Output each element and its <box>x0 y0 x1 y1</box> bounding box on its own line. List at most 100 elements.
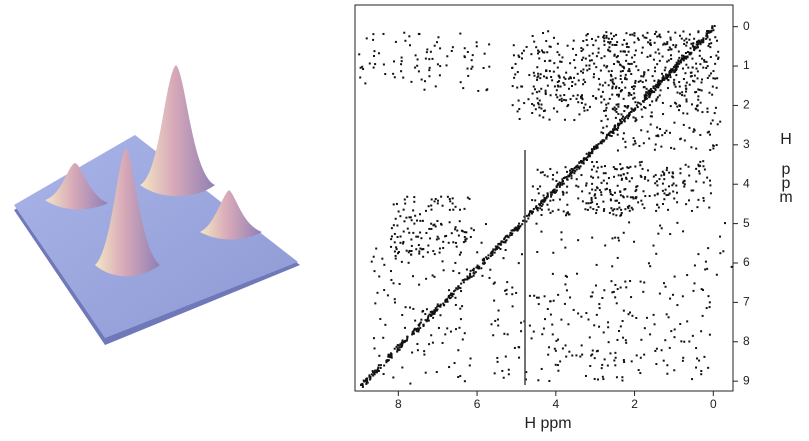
dot <box>551 178 554 181</box>
dot <box>410 249 413 252</box>
dot <box>445 234 448 237</box>
dot <box>667 193 670 196</box>
dot <box>446 300 449 303</box>
dot <box>709 184 712 187</box>
dot <box>420 78 423 81</box>
dot <box>684 84 687 87</box>
dot <box>565 355 568 358</box>
dot <box>535 296 538 299</box>
dot <box>425 277 428 280</box>
dot <box>497 242 500 245</box>
dot <box>556 96 559 99</box>
dot <box>676 304 679 307</box>
dot <box>575 184 578 187</box>
dot <box>617 239 620 242</box>
dot <box>612 35 615 38</box>
dot <box>624 77 627 80</box>
dot <box>582 78 585 81</box>
dot <box>390 235 393 238</box>
dot <box>645 316 648 319</box>
dot <box>574 83 577 86</box>
dot <box>658 59 661 62</box>
dot <box>602 378 605 381</box>
dot <box>708 38 711 41</box>
dot <box>622 309 625 312</box>
dot <box>398 346 401 349</box>
dot <box>610 70 613 73</box>
dot <box>555 189 558 192</box>
dot <box>605 66 608 69</box>
dot <box>603 289 606 292</box>
dot <box>388 356 391 359</box>
dot <box>659 79 662 82</box>
dot <box>621 69 624 72</box>
dot <box>459 287 462 290</box>
dot <box>571 168 574 171</box>
dot <box>617 126 620 129</box>
dot <box>708 333 711 336</box>
dot <box>602 139 605 142</box>
dot <box>538 57 541 60</box>
dot <box>634 81 637 84</box>
dot <box>682 123 685 126</box>
dot <box>595 203 598 206</box>
dot <box>359 66 362 69</box>
dot <box>483 261 486 264</box>
dot <box>569 169 572 172</box>
dot <box>480 267 483 270</box>
dot <box>393 347 396 350</box>
dot <box>403 220 406 223</box>
dot <box>536 76 539 79</box>
dot <box>487 257 490 260</box>
dot <box>670 146 673 149</box>
dot <box>431 341 434 344</box>
dot <box>540 214 543 217</box>
dot <box>411 351 414 354</box>
dot <box>691 66 694 69</box>
dot <box>403 341 406 344</box>
dot <box>698 49 701 52</box>
dot <box>412 330 415 333</box>
dot <box>434 307 437 310</box>
dot <box>657 206 660 209</box>
dot <box>403 326 406 329</box>
dot <box>372 374 375 377</box>
dot <box>372 38 375 41</box>
dot <box>616 41 619 44</box>
dot <box>686 320 689 323</box>
dot <box>454 328 457 331</box>
dot <box>536 97 539 100</box>
dot <box>689 75 692 78</box>
dot <box>417 33 420 36</box>
dot <box>421 248 424 251</box>
dot <box>531 92 534 95</box>
dot <box>643 353 646 356</box>
dot <box>640 129 643 132</box>
dot <box>490 252 493 255</box>
dot <box>608 46 611 49</box>
peak <box>200 190 262 240</box>
dot <box>504 355 507 358</box>
dot <box>407 251 410 254</box>
dot <box>581 94 584 97</box>
dot <box>416 219 419 222</box>
dot <box>535 205 538 208</box>
dot <box>430 198 433 201</box>
dot <box>518 356 521 359</box>
dot <box>609 131 612 134</box>
dot <box>712 77 715 80</box>
dot <box>613 359 616 362</box>
dot <box>603 358 606 361</box>
dot <box>418 250 421 253</box>
dot <box>620 212 623 215</box>
dot <box>441 204 444 207</box>
dot <box>695 167 698 170</box>
dot <box>621 65 624 68</box>
dot <box>581 353 584 356</box>
x-tick-label: 2 <box>631 397 638 411</box>
dot <box>647 262 650 265</box>
dot <box>708 206 711 209</box>
dot <box>546 307 549 310</box>
dot <box>663 42 666 45</box>
dot <box>595 212 598 215</box>
